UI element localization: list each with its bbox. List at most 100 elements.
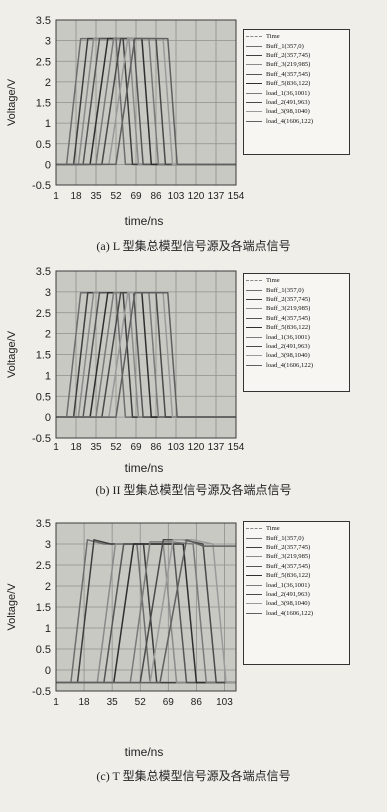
y-tick-label: 1.5	[36, 602, 51, 614]
x-tick-label: 103	[216, 697, 233, 708]
legend-label: load_1(36,1001)	[266, 89, 310, 97]
legend-label: Buff_3(219,985)	[266, 61, 311, 69]
series-line-9	[56, 291, 236, 418]
x-tick-label: 120	[188, 191, 205, 202]
legend-swatch	[246, 537, 262, 539]
y-tick-label: 3	[45, 36, 51, 48]
x-tick-label: 154	[228, 442, 245, 453]
y-tick-label: 2	[45, 581, 51, 593]
legend-label: Buff_5(836,122)	[266, 572, 311, 580]
legend-label: Buff_4(357,545)	[266, 70, 311, 78]
y-tick-label: 3.5	[36, 266, 51, 278]
legend-label: Buff_2(357,745)	[266, 295, 311, 303]
legend-label: load_2(491,963)	[266, 342, 310, 350]
legend-swatch	[246, 336, 262, 338]
y-tick-label: 2.5	[36, 308, 51, 320]
legend-item: Buff_2(357,745)	[246, 51, 346, 60]
x-tick-label: 69	[130, 442, 142, 453]
legend: Time Buff_1(357,0) Buff_2(357,745) Buff_3(2…	[243, 273, 350, 392]
legend-swatch	[246, 120, 262, 122]
legend-label: load_3(98,1040)	[266, 352, 310, 360]
legend-label: Buff_1(357,0)	[266, 534, 304, 542]
legend-item: load_2(491,963)	[246, 342, 346, 351]
legend-swatch	[246, 101, 262, 103]
legend-swatch	[246, 317, 262, 319]
x-tick-label: 18	[70, 442, 82, 453]
y-axis-label: Voltage/V	[6, 583, 18, 631]
y-tick-label: 1.5	[36, 98, 51, 110]
legend-item: Buff_5(836,122)	[246, 571, 346, 580]
x-tick-label: 35	[107, 697, 119, 708]
legend-item: load_2(491,963)	[246, 590, 346, 599]
x-tick-label: 86	[150, 191, 162, 202]
y-tick-label: 0.5	[36, 644, 51, 656]
legend-item: Buff_1(357,0)	[246, 285, 346, 294]
legend-item: load_3(98,1040)	[246, 599, 346, 608]
y-tick-label: 1	[45, 623, 51, 635]
y-tick-label: 2	[45, 329, 51, 341]
legend-swatch	[246, 345, 262, 347]
legend-swatch	[246, 364, 262, 366]
legend-label: load_1(36,1001)	[266, 333, 310, 341]
legend-item: Buff_3(219,985)	[246, 60, 346, 69]
series-line-9	[56, 539, 236, 684]
legend-item: Buff_5(836,122)	[246, 79, 346, 88]
legend-swatch	[246, 546, 262, 548]
x-tick-label: 18	[79, 697, 91, 708]
legend-label: Buff_4(357,545)	[266, 314, 311, 322]
y-tick-label: 1	[45, 118, 51, 130]
legend-label: Buff_1(357,0)	[266, 286, 304, 294]
legend-label: load_4(1606,122)	[266, 609, 314, 617]
chart-canvas: 3.532.521.510.50-0.51 18 35 52 69 86 103Voltag…	[6, 518, 237, 759]
legend-swatch	[246, 280, 262, 282]
legend-item: Buff_4(357,545)	[246, 70, 346, 79]
x-tick-label: 120	[188, 442, 205, 453]
y-axis-label: Voltage/V	[6, 330, 18, 378]
legend-item: Buff_2(357,745)	[246, 543, 346, 552]
legend-item: Buff_4(357,545)	[246, 562, 346, 571]
legend-label: load_2(491,963)	[266, 590, 310, 598]
legend-swatch	[246, 528, 262, 530]
series-line-9	[56, 37, 236, 166]
chart-panel-a: 3.5 3 2.5 2 1.5 1 0.5 0 -0.5 1 18 35 52 69 86 103 120 137…	[0, 0, 387, 268]
legend-item: load_1(36,1001)	[246, 88, 346, 97]
legend-swatch	[246, 36, 262, 38]
x-tick-label: 86	[150, 442, 162, 453]
legend-swatch	[246, 289, 262, 291]
legend-item: Time	[246, 276, 346, 285]
legend-swatch	[246, 45, 262, 47]
plot-frame	[55, 270, 237, 439]
legend-swatch	[246, 355, 262, 357]
legend-label: Buff_2(357,745)	[266, 51, 311, 59]
chart-panel-c: 3.5 3 2.5 2 1.5 1 0.5 0 -0.5 1 18 35 52 69 86 103 Voltag…	[0, 514, 387, 812]
legend-label: Buff_3(219,985)	[266, 553, 311, 561]
legend-swatch	[246, 593, 262, 595]
y-tick-label: -0.5	[32, 433, 51, 445]
legend-label: Time	[266, 525, 280, 533]
legend-item: Buff_3(219,985)	[246, 552, 346, 561]
legend-swatch	[246, 327, 262, 329]
y-tick-label: 0	[45, 665, 51, 677]
legend-swatch	[246, 54, 262, 56]
y-tick-label: 3	[45, 539, 51, 551]
y-tick-label: 0	[45, 412, 51, 424]
legend-item: Buff_2(357,745)	[246, 295, 346, 304]
y-tick-label: 1.5	[36, 350, 51, 362]
legend-swatch	[246, 612, 262, 614]
chart-canvas: 3.532.521.510.50-0.51 18 35 52 69 86 103 120 137…	[6, 266, 245, 475]
legend-item: Buff_4(357,545)	[246, 314, 346, 323]
y-tick-label: 3.5	[36, 518, 51, 530]
figure-caption: (c) T 型集总模型信号源及各端点信号	[96, 769, 291, 783]
x-tick-label: 86	[191, 697, 203, 708]
legend-item: load_4(1606,122)	[246, 361, 346, 370]
legend-swatch	[246, 73, 262, 75]
y-axis-label: Voltage/V	[6, 78, 18, 126]
legend-swatch	[246, 64, 262, 66]
legend-label: Buff_1(357,0)	[266, 42, 304, 50]
legend-item: Buff_5(836,122)	[246, 323, 346, 332]
legend-swatch	[246, 83, 262, 85]
legend-swatch	[246, 575, 262, 577]
legend-swatch	[246, 308, 262, 310]
x-tick-label: 52	[110, 191, 122, 202]
legend-swatch	[246, 111, 262, 113]
